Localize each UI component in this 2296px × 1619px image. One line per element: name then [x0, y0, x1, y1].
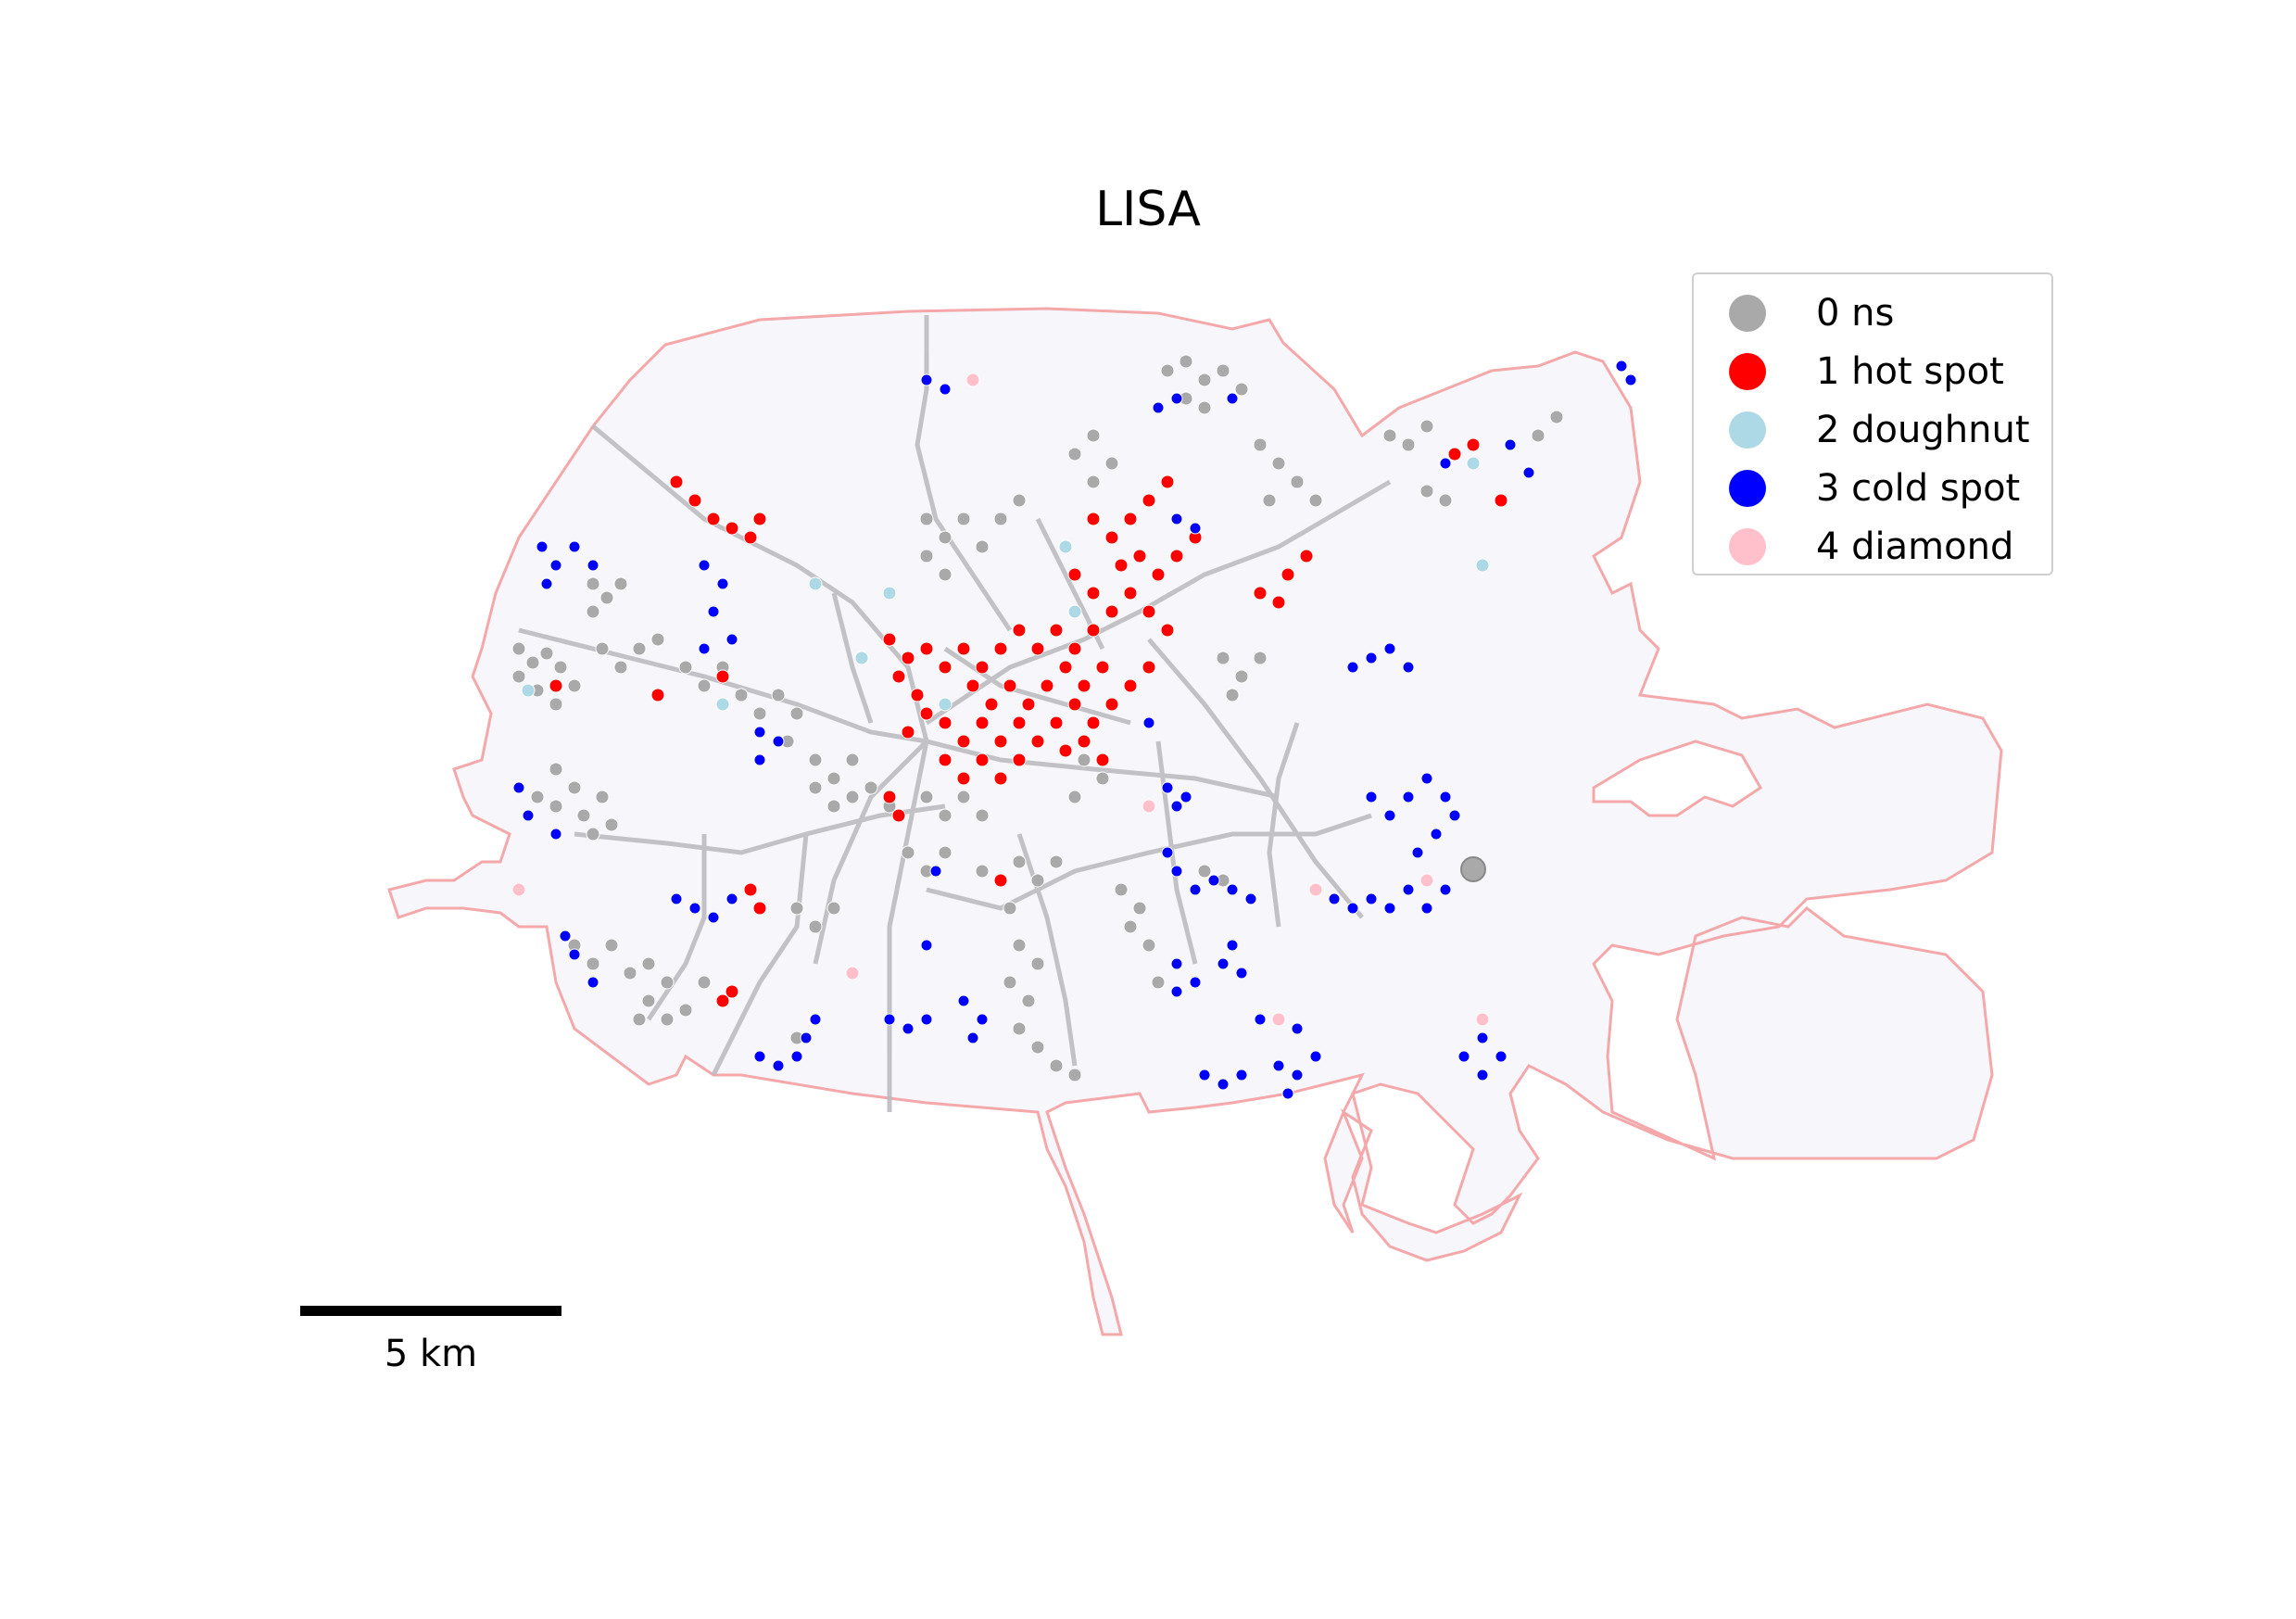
legend-swatch-cold-spot [1729, 470, 1766, 507]
hot-spot-points [549, 437, 1508, 1008]
legend-swatch-ns [1729, 295, 1766, 332]
legend-item-ns: 0 ns [1694, 285, 1894, 341]
scalebar-label: 5 km [384, 1333, 478, 1375]
map-title: LISA [1095, 182, 1201, 237]
road-network [518, 315, 1392, 1112]
legend-label: 2 doughnut [1816, 409, 2030, 451]
ns-points [511, 354, 1564, 1082]
legend-label: 0 ns [1816, 292, 1895, 335]
legend-swatch-diamond [1729, 528, 1766, 565]
diamond-points [511, 373, 1490, 1027]
legend: 0 ns 1 hot spot 2 doughnut 3 cold spot 4… [1692, 272, 2053, 576]
lake-outline [1592, 740, 1762, 817]
legend-swatch-doughnut [1729, 411, 1766, 449]
legend-label: 4 diamond [1816, 525, 2014, 568]
legend-item-cold-spot: 3 cold spot [1694, 461, 2020, 516]
scalebar [300, 1306, 561, 1316]
legend-item-doughnut: 2 doughnut [1694, 402, 2030, 458]
ns-point-large [1460, 856, 1486, 882]
legend-swatch-hot-spot [1729, 353, 1766, 390]
cold-spot-points [512, 360, 1637, 1100]
legend-label: 3 cold spot [1816, 467, 2021, 510]
legend-label: 1 hot spot [1816, 350, 2004, 393]
legend-item-diamond: 4 diamond [1694, 519, 2013, 575]
doughnut-points [521, 456, 1490, 712]
legend-item-hot-spot: 1 hot spot [1694, 344, 2004, 399]
